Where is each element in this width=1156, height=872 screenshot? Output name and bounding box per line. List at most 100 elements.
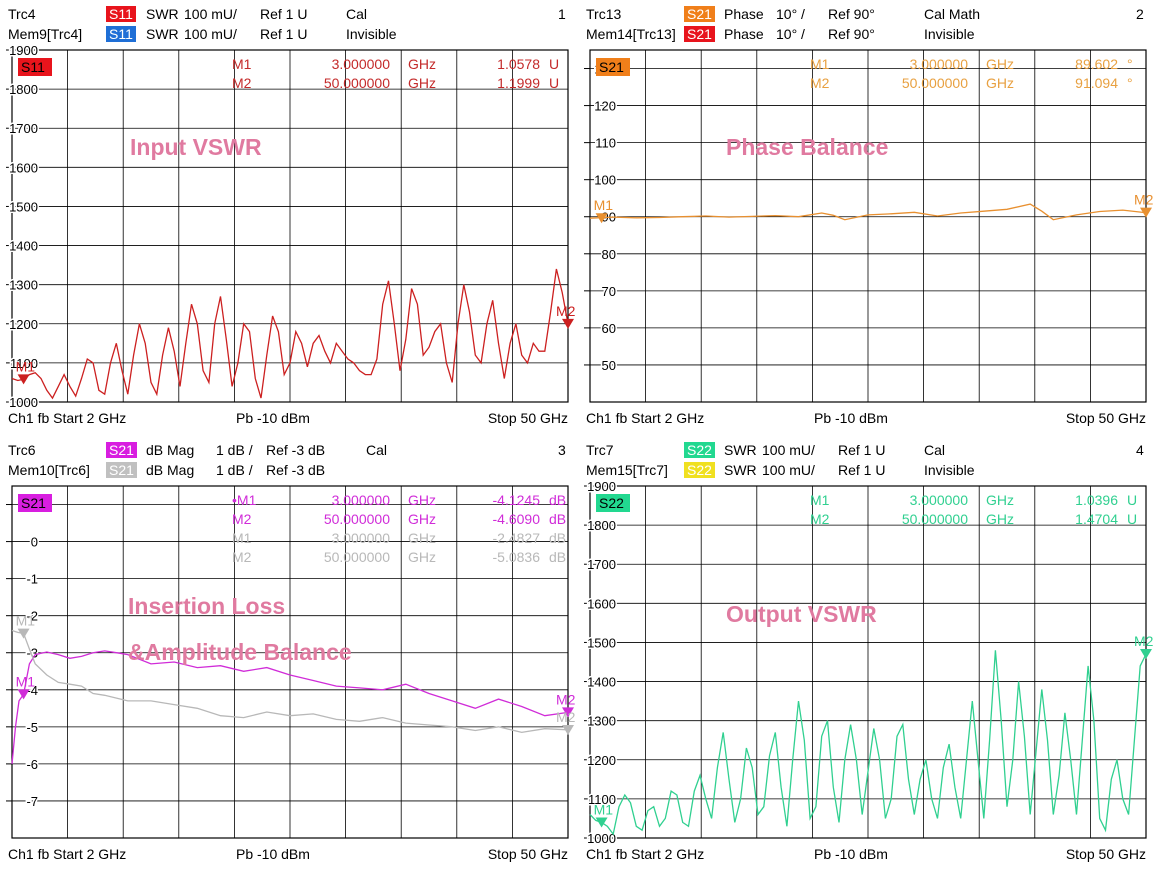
marker-m1[interactable]: M1 <box>16 613 36 639</box>
active-param-label: S21 <box>599 59 624 75</box>
trace-line-1[interactable] <box>11 650 569 764</box>
param-badge[interactable]: S22 <box>684 462 715 478</box>
footer-power: Pb -10 dBm <box>236 410 310 426</box>
trace-name: Trc6 <box>8 442 36 458</box>
panel-2[interactable]: Trc13 S21 Phase 10° / Ref 90° Cal Math 2 Mem14[… <box>578 0 1156 436</box>
active-param-label: S22 <box>599 495 624 511</box>
marker-readout-unit: GHz <box>986 56 1014 72</box>
param-badge[interactable]: S11 <box>106 26 136 42</box>
marker-readout-vunit: dB <box>549 511 566 527</box>
trace-line-1[interactable] <box>11 268 569 400</box>
trace-header-row[interactable]: Trc4 S11 SWR 100 mU/Ref 1 U Cal 1 <box>8 6 568 22</box>
param-badge[interactable]: S21 <box>106 442 137 458</box>
y-tick-label: 1300 <box>587 714 616 729</box>
y-tick-label: 1000 <box>587 831 616 846</box>
param-badge[interactable]: S21 <box>684 6 715 22</box>
trace-line-1[interactable] <box>589 650 1147 836</box>
footer-stop: Stop 50 GHz <box>487 846 568 862</box>
chart-svg: -7-6-5-4-3-2-101S21•M13.000000GHz-4.1245… <box>6 485 576 839</box>
marker-triangle <box>595 213 608 224</box>
marker-readout-value: 91.094 <box>1075 75 1118 91</box>
y-tick-label: 1100 <box>588 792 616 807</box>
y-tick-label: 1700 <box>587 557 616 572</box>
active-param-badge[interactable] <box>596 58 630 76</box>
trace-header-row[interactable]: Trc7 S22 SWR 100 mU/Ref 1 U Cal 4 <box>586 442 1146 458</box>
trace-format: dB Mag <box>146 442 195 458</box>
marker-m1[interactable]: M1 <box>16 673 36 700</box>
trace-header-row[interactable]: Trc13 S21 Phase 10° / Ref 90° Cal Math 2 <box>586 6 1146 22</box>
marker-readout-vunit: dB <box>549 530 566 546</box>
trace-format: SWR <box>724 442 757 458</box>
y-tick-label: 1500 <box>587 635 616 650</box>
marker-triangle <box>1140 207 1152 218</box>
marker-m2[interactable]: M2 <box>556 691 576 718</box>
marker-m2[interactable]: M2 <box>556 303 576 329</box>
trace-ref: Ref 1 U <box>838 462 886 478</box>
trace-line-1[interactable] <box>589 203 1147 221</box>
marker-label: M1 <box>16 613 36 629</box>
annotation-text: Input VSWR <box>130 134 262 160</box>
y-axis: 1000 1100 1200 1300 1400 1500 1600 1700 1800 1900 <box>584 478 1146 848</box>
trace-header-row[interactable]: Mem9[Trc4] S11 SWR 100 mU/Ref 1 U Invisible <box>8 26 568 42</box>
marker-m2[interactable]: M2 <box>1134 192 1154 218</box>
panel-1[interactable]: Trc4 S11 SWR 100 mU/Ref 1 U Cal 1 Mem9[Trc4] S1… <box>0 0 578 436</box>
y-tick-label: -7 <box>26 794 38 809</box>
marker-m1[interactable]: M1 <box>594 197 614 224</box>
footer-start: Ch1 fb Start 2 GHz <box>586 846 705 862</box>
active-param-label: S21 <box>21 495 46 511</box>
marker-label: M1 <box>16 673 36 689</box>
trace-name: Trc4 <box>8 6 36 22</box>
param-badge[interactable]: S21 <box>684 26 715 42</box>
trace-status: Cal Math <box>924 6 981 22</box>
trace-name: Mem15[Trc7] <box>586 462 668 478</box>
marker-readout-vunit: dB <box>549 549 566 565</box>
marker-m2[interactable]: M2 <box>556 709 576 735</box>
trace-ref: Ref 90° <box>828 26 875 42</box>
active-param-badge[interactable] <box>18 494 52 512</box>
plot-annotation: Phase Balance <box>726 134 888 160</box>
footer-start: Ch1 fb Start 2 GHz <box>586 410 705 426</box>
y-tick-label: 1200 <box>587 753 616 768</box>
y-tick-label: 1200 <box>9 317 38 332</box>
marker-m1[interactable]: M1 <box>16 358 36 385</box>
trace-ref: Ref 1 U <box>260 6 308 22</box>
param-badge[interactable]: S11 <box>106 6 136 22</box>
active-param-label: S11 <box>21 59 45 75</box>
chart-svg: 5060708090100110120130S21M13.000000GHz89… <box>584 49 1154 403</box>
trace-scale: 1 dB / <box>216 462 253 478</box>
y-axis: 1000 1100 1200 1300 1400 1500 1600 1700 1800 1900 <box>6 42 568 412</box>
marker-readout-name: •M1 <box>232 492 257 508</box>
marker-readout-value: -4.1245 <box>493 492 541 508</box>
panel-number: 4 <box>1136 442 1144 458</box>
marker-readout-unit: GHz <box>986 75 1014 91</box>
trace-status: Invisible <box>346 26 397 42</box>
y-tick-label: 1000 <box>9 395 38 410</box>
trace-line-2[interactable] <box>11 629 569 734</box>
marker-m2[interactable]: M2 <box>1134 633 1154 660</box>
annotation-text: Output VSWR <box>726 601 877 627</box>
marker-label: M2 <box>556 303 576 319</box>
active-param-badge[interactable] <box>596 494 630 512</box>
trace-header-row[interactable]: Mem14[Trc13] S21 Phase 10° / Ref 90° Invisibl… <box>586 26 1146 42</box>
footer-start: Ch1 fb Start 2 GHz <box>8 846 127 862</box>
panel-4[interactable]: Trc7 S22 SWR 100 mU/Ref 1 U Cal 4 Mem15[Trc7] S… <box>578 436 1156 872</box>
panel-3[interactable]: Trc6 S21 dB Mag 1 dB / Ref -3 dB Cal 3 Mem10[Tr… <box>0 436 578 872</box>
trace-header-row[interactable]: Mem15[Trc7] S22 SWR 100 mU/Ref 1 U Invisible <box>586 462 1146 478</box>
marker-label: M1 <box>594 197 614 213</box>
param-badge[interactable]: S21 <box>106 462 137 478</box>
active-param-badge[interactable] <box>18 58 52 76</box>
trace-format: SWR <box>724 462 757 478</box>
marker-label: M1 <box>594 802 614 818</box>
marker-readout-unit: GHz <box>986 492 1014 508</box>
trace-name: Mem9[Trc4] <box>8 26 83 42</box>
marker-m1[interactable]: M1 <box>594 802 614 828</box>
marker-readout-value: -4.6090 <box>493 511 541 527</box>
y-tick-label: -1 <box>26 572 38 587</box>
trace-header-row[interactable]: Trc6 S21 dB Mag 1 dB / Ref -3 dB Cal 3 <box>8 442 568 458</box>
marker-triangle <box>562 318 574 329</box>
param-badge[interactable]: S22 <box>684 442 715 458</box>
trace-header-row[interactable]: Mem10[Trc6] S21 dB Mag 1 dB / Ref -3 dB <box>8 462 568 478</box>
marker-readout-name: M2 <box>810 511 830 527</box>
trace-ref: Ref 1 U <box>838 442 886 458</box>
marker-triangle <box>562 707 574 718</box>
